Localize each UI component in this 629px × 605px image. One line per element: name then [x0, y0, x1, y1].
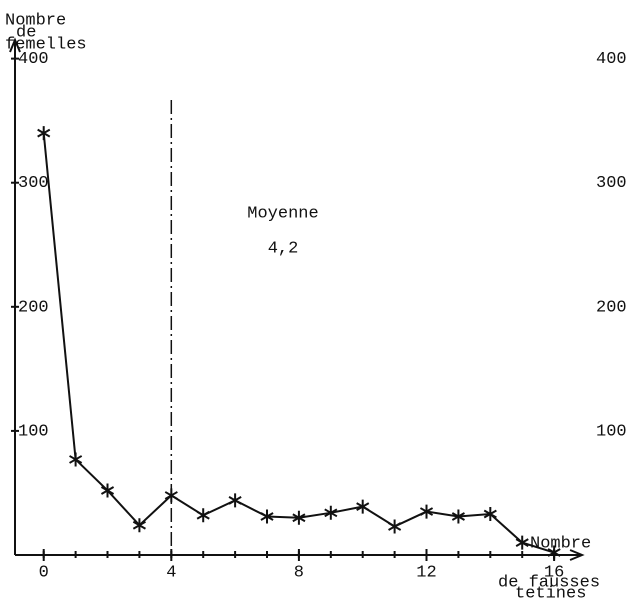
y-tick-label: 100 [18, 422, 49, 441]
x-axis-arrow [569, 549, 585, 561]
y-tick-label: 400 [18, 50, 49, 69]
asterisk-marker [100, 483, 115, 498]
y-tick-label: 200 [18, 298, 49, 317]
asterisk-marker [37, 126, 51, 141]
asterisk-marker [324, 505, 338, 520]
y-axis-label: de [16, 23, 36, 42]
asterisk-marker [483, 507, 497, 522]
x-axis-label: de fausses [498, 573, 600, 592]
asterisk-marker [69, 452, 83, 467]
asterisk-marker [451, 509, 465, 524]
x-tick-label: 12 [416, 563, 436, 582]
x-axis-label: tetines [515, 584, 586, 603]
x-tick-label: 16 [544, 563, 564, 582]
asterisk-marker [164, 488, 178, 503]
y2-tick-label: 200 [596, 298, 627, 317]
data-line [42, 132, 555, 554]
asterisk-marker [515, 535, 529, 550]
y2-tick-label: 300 [596, 174, 627, 193]
annotation: 4,2 [268, 239, 299, 258]
y-axis-label: Nombre [5, 11, 66, 30]
y-tick-label: 300 [18, 174, 49, 193]
x-tick-label: 8 [294, 563, 304, 582]
asterisk-marker [132, 518, 146, 533]
y-axis-label: femelles [5, 35, 87, 54]
asterisk-marker [196, 508, 210, 523]
x-tick-label: 4 [166, 563, 176, 582]
annotation: Moyenne [247, 204, 318, 223]
asterisk-marker [547, 545, 561, 560]
y-axis-arrow [9, 37, 21, 53]
asterisk-marker [356, 499, 370, 514]
y2-tick-label: 400 [596, 50, 627, 69]
asterisk-marker [419, 504, 434, 519]
asterisk-marker [260, 509, 274, 524]
y2-tick-label: 100 [596, 422, 627, 441]
asterisk-marker [228, 493, 242, 508]
x-tick-label: 0 [39, 563, 49, 582]
x-axis-label: Nombre [530, 534, 591, 553]
asterisk-marker [388, 519, 402, 534]
asterisk-marker [292, 510, 306, 525]
